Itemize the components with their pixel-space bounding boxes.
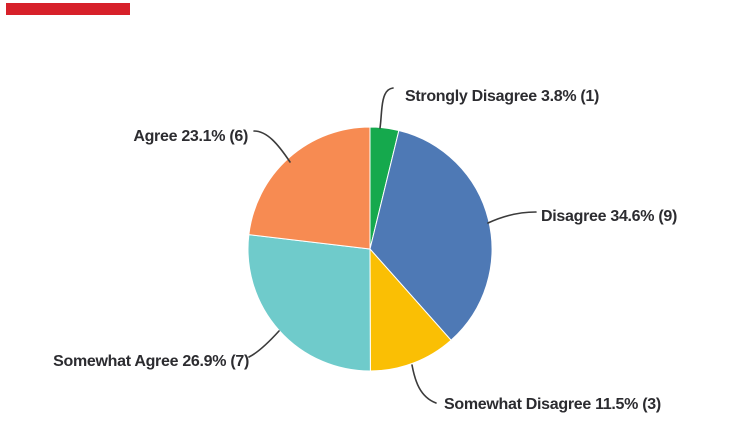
callout-lines — [248, 87, 537, 404]
slice-label-somewhat-disagree: Somewhat Disagree 11.5% (3) — [444, 396, 661, 413]
leader-line-strongly-disagree — [379, 87, 394, 129]
pie-slice-somewhat-disagree — [369, 248, 452, 372]
slice-label-somewhat-agree: Somewhat Agree 26.9% (7) — [53, 353, 249, 370]
pie-slice-agree — [248, 126, 371, 250]
leader-line-disagree — [487, 211, 537, 224]
slice-label-strongly-disagree: Strongly Disagree 3.8% (1) — [405, 88, 600, 105]
leader-line-somewhat-agree — [248, 330, 280, 358]
pie-slice-somewhat-agree — [247, 234, 371, 372]
red-redaction-bar — [6, 3, 130, 15]
slice-label-agree: Agree 23.1% (6) — [133, 128, 248, 145]
pie-slices — [247, 126, 493, 372]
leader-line-somewhat-disagree — [411, 364, 437, 404]
pie-slice-disagree — [369, 129, 493, 341]
slice-label-disagree: Disagree 34.6% (9) — [541, 208, 678, 225]
leader-line-agree — [253, 130, 291, 163]
